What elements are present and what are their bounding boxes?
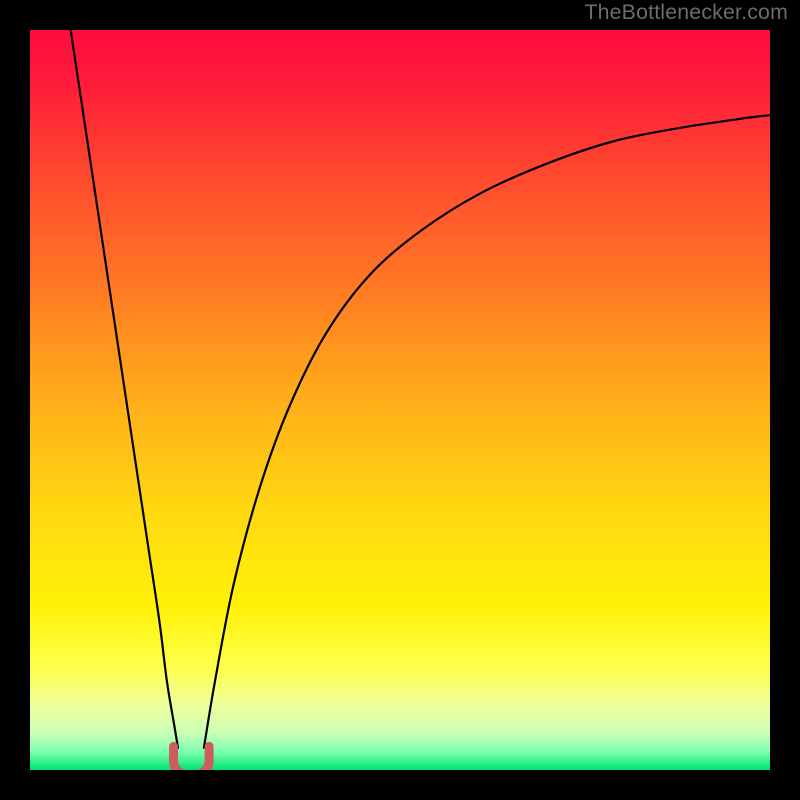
stage: TheBottlenecker.com (0, 0, 800, 800)
bottleneck-chart (0, 0, 800, 800)
watermark-text: TheBottlenecker.com (584, 0, 788, 25)
chart-gradient-bg (30, 30, 770, 770)
